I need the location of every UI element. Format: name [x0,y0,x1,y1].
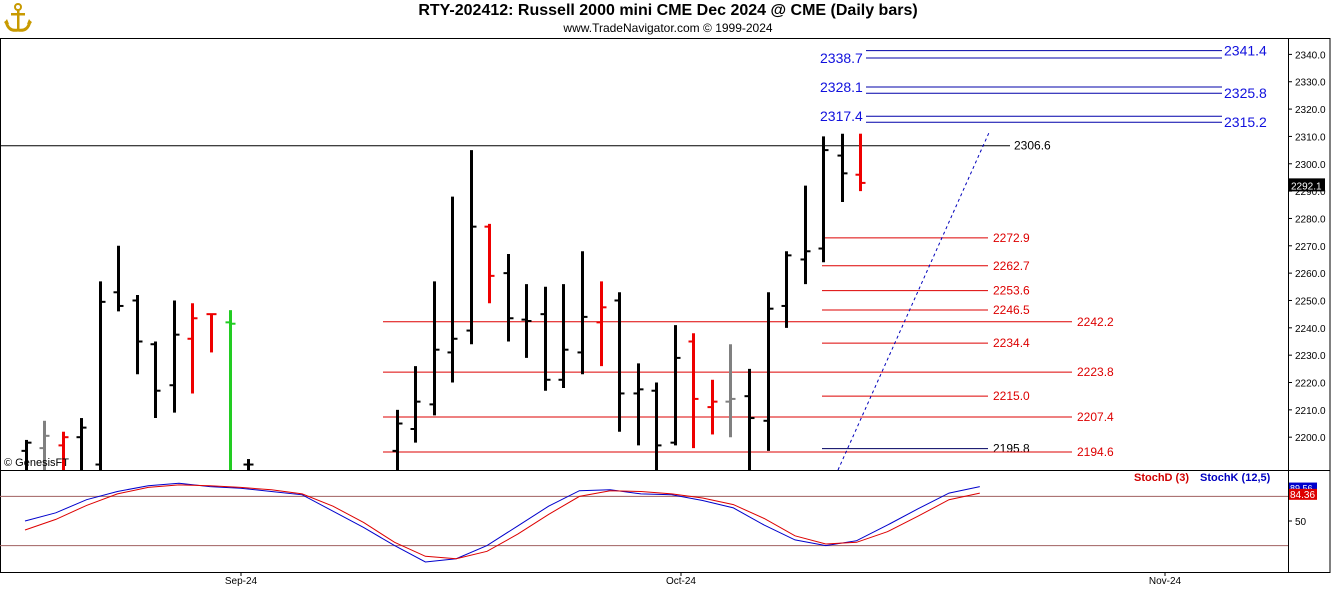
ohlc-bar [21,439,32,470]
level-label: 2253.6 [993,284,1030,298]
ohlc-bar [225,310,236,470]
y-tick-label: 2330.0 [1295,78,1326,89]
ohlc-bar [558,284,569,388]
ohlc-bar [150,341,161,419]
stoch-k-tag [1289,482,1317,493]
ohlc-bar [763,292,774,451]
ohlc-bar [855,133,866,192]
level-label: 2306.6 [1014,139,1051,153]
stoch-d-legend: StochD (3) [1134,472,1189,484]
target-label-left: 2317.4 [820,108,863,124]
y-tick-label: 2300.0 [1295,160,1326,171]
target-label-left: 2328.1 [820,79,863,95]
ohlc-bar [744,368,755,470]
target-label-left: 2338.7 [820,50,863,66]
ohlc-bar [725,344,736,438]
x-tick-label: Sep-24 [225,576,258,587]
stoch-d-value: 84.36 [1290,490,1315,501]
ohlc-bar [800,185,811,285]
target-label-right: 2325.8 [1224,85,1267,101]
ohlc-bar [688,333,699,449]
ohlc-bar [58,431,69,470]
ohlc-bar [410,366,421,443]
y-tick-label: 2200.0 [1295,433,1326,444]
ohlc-bar [540,286,551,391]
ohlc-bar [447,196,458,383]
x-tick-label: Oct-24 [666,576,696,587]
y-tick-label: 2280.0 [1295,214,1326,225]
ohlc-bar [633,363,644,446]
y-tick-label: 2320.0 [1295,105,1326,116]
stoch-d-tag [1289,488,1317,500]
ohlc-bar [76,418,87,470]
y-tick-label: 2240.0 [1295,324,1326,335]
ohlc-bar [39,420,50,470]
anchor-logo-icon [3,2,33,34]
y-tick-label: 2250.0 [1295,296,1326,307]
ohlc-bar [169,300,180,413]
stoch-k-value: 89.56 [1290,484,1313,494]
ohlc-bar [651,382,662,470]
genesis-watermark: © GenesisFT [4,457,69,469]
y-tick-label: 2230.0 [1295,351,1326,362]
ohlc-bar [392,409,403,470]
ohlc-bar [466,150,477,345]
y-tick-label: 2210.0 [1295,406,1326,417]
ohlc-bar [429,281,440,416]
ohlc-bar [503,254,514,342]
y-tick-label: 2220.0 [1295,379,1326,390]
level-label: 2272.9 [993,231,1030,245]
level-label: 2242.2 [1077,315,1114,329]
trendline [837,130,991,471]
target-label-right: 2341.4 [1224,43,1267,59]
ohlc-bar [484,223,495,304]
stoch-y-tick-label: 50 [1295,517,1307,528]
y-tick-label: 2310.0 [1295,132,1326,143]
y-tick-label: 2340.0 [1295,50,1326,61]
ohlc-bar [670,325,681,446]
level-label: 2234.4 [993,336,1030,350]
ohlc-bar [206,313,217,353]
ohlc-bar [614,292,625,432]
ohlc-bar [95,281,106,470]
y-tick-label: 2270.0 [1295,242,1326,253]
ohlc-bar [521,284,532,358]
chart-subtitle: www.TradeNavigator.com © 1999-2024 [563,21,773,35]
ohlc-bar [132,295,143,375]
ohlc-bar [187,303,198,394]
chart-frame [0,38,1331,573]
chart-title: RTY-202412: Russell 2000 mini CME Dec 20… [418,2,918,19]
ohlc-bar [818,136,829,263]
target-label-right: 2315.2 [1224,114,1267,130]
stoch-k-line [24,482,980,563]
stoch-k-legend: StochK (12,5) [1200,472,1271,484]
last-price-box [1289,178,1325,192]
ohlc-bar [113,245,124,312]
level-label: 2262.7 [993,259,1030,273]
y-tick-label: 2260.0 [1295,269,1326,280]
ohlc-bar [781,251,792,328]
ohlc-bar [596,281,607,367]
last-price-label: 2292.1 [1291,181,1322,192]
level-label: 2215.0 [993,389,1030,403]
y-tick-label: 2290.0 [1295,187,1326,198]
stoch-d-line [24,484,980,560]
level-label: 2194.6 [1077,445,1114,459]
ohlc-bar [577,251,588,375]
level-label: 2223.8 [1077,365,1114,379]
ohlc-bar [243,459,254,470]
ohlc-bar [837,133,848,203]
level-label: 2246.5 [993,303,1030,317]
x-tick-label: Nov-24 [1149,576,1182,587]
ohlc-bar [707,379,718,435]
level-label: 2195.8 [993,442,1030,456]
level-label: 2207.4 [1077,410,1114,424]
